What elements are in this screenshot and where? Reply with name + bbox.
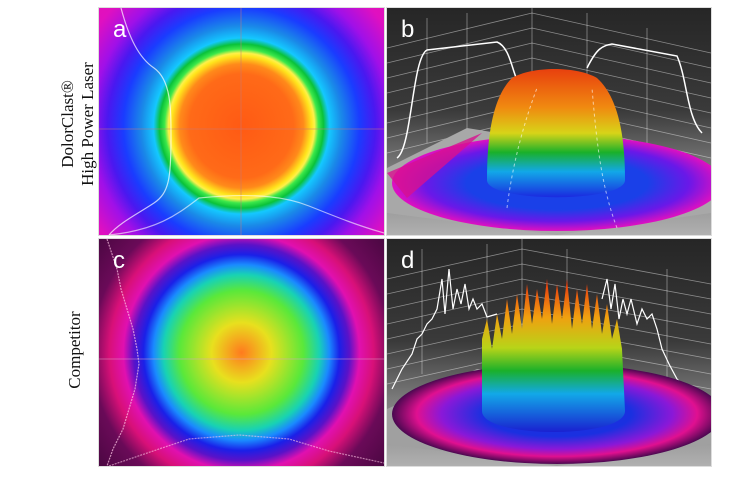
panel-label: c xyxy=(113,247,125,274)
row-label-line2: High Power Laser xyxy=(78,62,97,186)
panel-a-2d-profile: a xyxy=(98,7,385,236)
3d-surface-plot xyxy=(387,239,711,466)
row-label-competitor: Competitor xyxy=(65,300,85,400)
3d-surface-plot xyxy=(387,8,711,235)
row-label-line1: DolorClast® xyxy=(58,80,77,168)
panel-d-3d-profile: d xyxy=(386,238,712,467)
profile-overlay xyxy=(99,8,384,235)
panel-c-2d-profile: c xyxy=(98,238,385,467)
panel-label: d xyxy=(401,247,415,274)
panel-label: a xyxy=(113,16,127,43)
row-label-line1: Competitor xyxy=(65,311,84,389)
row-label-dolorclast: DolorClast® High Power Laser xyxy=(58,24,98,224)
profile-overlay xyxy=(99,239,384,466)
panel-label: b xyxy=(401,16,415,43)
panel-b-3d-profile: b xyxy=(386,7,712,236)
